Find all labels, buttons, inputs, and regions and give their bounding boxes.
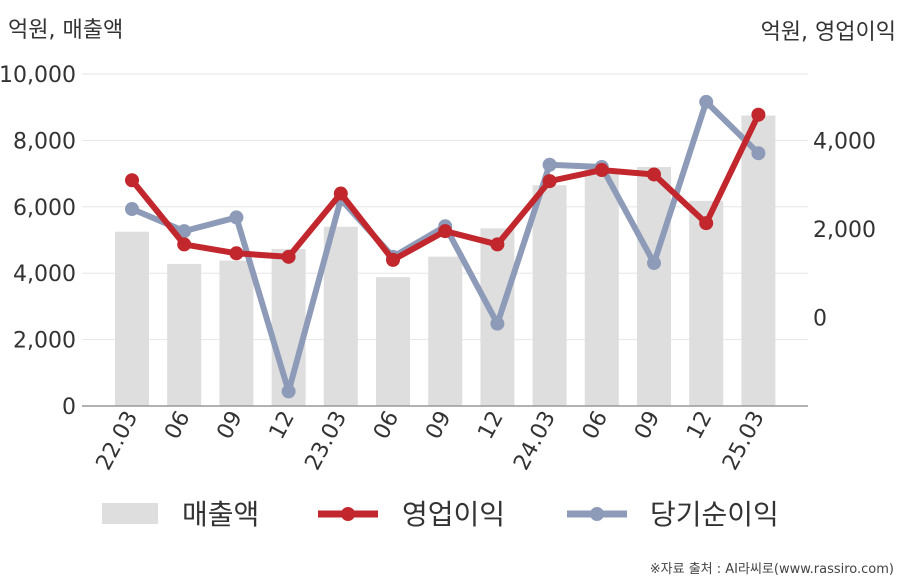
- left-tick-label: 0: [62, 395, 76, 420]
- revenue-bars: [115, 115, 776, 406]
- right-axis-unit: 억원, 영업이익: [761, 20, 896, 45]
- legend-marker-operating-profit: [341, 507, 355, 521]
- x-tick-label: 12: [473, 407, 508, 443]
- net-income-point: [699, 94, 714, 109]
- operating-profit-point: [229, 246, 244, 261]
- operating-profit-point: [333, 186, 348, 201]
- operating-profit-point: [751, 107, 766, 122]
- source-note: ※자료 출처 : AI라씨로(www.rassiro.com): [650, 562, 894, 577]
- revenue-bar: [741, 115, 776, 406]
- legend-label-revenue: 매출액: [182, 498, 259, 531]
- x-tick-label: 22.03: [92, 407, 144, 474]
- revenue-bar: [323, 226, 358, 406]
- right-tick-label: 4,000: [813, 129, 876, 154]
- x-tick-label: 12: [265, 407, 300, 443]
- x-tick-label: 12: [682, 407, 717, 443]
- x-tick-label: 06: [160, 407, 195, 443]
- operating-profit-point: [594, 163, 609, 178]
- x-tick-label: 09: [212, 407, 247, 443]
- legend: 매출액 영업이익 당기순이익: [102, 498, 779, 531]
- net-income-point: [177, 224, 192, 239]
- x-tick-label: 24.03: [509, 407, 561, 474]
- revenue-bar: [584, 168, 619, 406]
- operating-profit-point: [177, 237, 192, 252]
- legend-marker-net-income: [590, 507, 604, 521]
- net-income-point: [490, 316, 505, 331]
- net-income-point: [229, 210, 244, 225]
- operating-profit-point: [647, 167, 661, 182]
- x-axis-ticks: 22.03 06 09 12 23.03 06 09 12 24.03 06 09 12 25.03: [92, 407, 770, 474]
- left-axis-unit: 억원, 매출액: [8, 18, 123, 43]
- revenue-bar: [167, 263, 202, 406]
- revenue-bar: [115, 231, 149, 406]
- legend-label-operating-profit: 영업이익: [402, 498, 505, 531]
- x-tick-label: 09: [630, 407, 665, 443]
- revenue-bar: [637, 166, 671, 406]
- revenue-bar: [376, 277, 410, 406]
- net-income-point: [281, 384, 296, 399]
- right-axis-ticks: 0 2,000 4,000: [813, 129, 876, 331]
- left-tick-label: 10,000: [0, 63, 76, 88]
- x-tick-label: 23.03: [300, 407, 352, 474]
- right-tick-label: 0: [813, 306, 827, 331]
- right-tick-label: 2,000: [813, 218, 876, 243]
- revenue-bar: [689, 200, 724, 406]
- left-axis-ticks: 0 2,000 4,000 6,000 8,000 10,000: [0, 63, 76, 420]
- revenue-bar: [219, 260, 254, 406]
- left-tick-label: 6,000: [13, 196, 76, 221]
- net-income-point: [751, 146, 766, 161]
- operating-profit-point: [542, 174, 557, 189]
- operating-profit-point: [438, 224, 453, 239]
- net-income-point: [647, 256, 661, 271]
- operating-profit-point: [490, 237, 505, 252]
- legend-label-net-income: 당기순이익: [650, 498, 779, 531]
- net-income-point: [125, 202, 139, 217]
- left-tick-label: 8,000: [13, 129, 76, 154]
- gridlines: [82, 73, 808, 341]
- left-tick-label: 2,000: [13, 329, 76, 354]
- x-tick-label: 09: [421, 407, 456, 443]
- x-tick-label: 25.03: [718, 407, 770, 474]
- operating-profit-point: [281, 249, 296, 264]
- line-series: [125, 94, 766, 399]
- net-income-point: [542, 157, 557, 172]
- operating-profit-point: [386, 252, 400, 267]
- revenue-bar: [428, 256, 463, 406]
- x-tick-label: 06: [578, 407, 613, 443]
- legend-swatch-revenue: [102, 503, 158, 524]
- left-tick-label: 4,000: [13, 262, 76, 287]
- x-tick-label: 06: [369, 407, 404, 443]
- operating-profit-point: [699, 216, 714, 231]
- operating-profit-point: [125, 173, 139, 188]
- revenue-bar: [532, 185, 567, 406]
- revenue-bar: [271, 248, 306, 406]
